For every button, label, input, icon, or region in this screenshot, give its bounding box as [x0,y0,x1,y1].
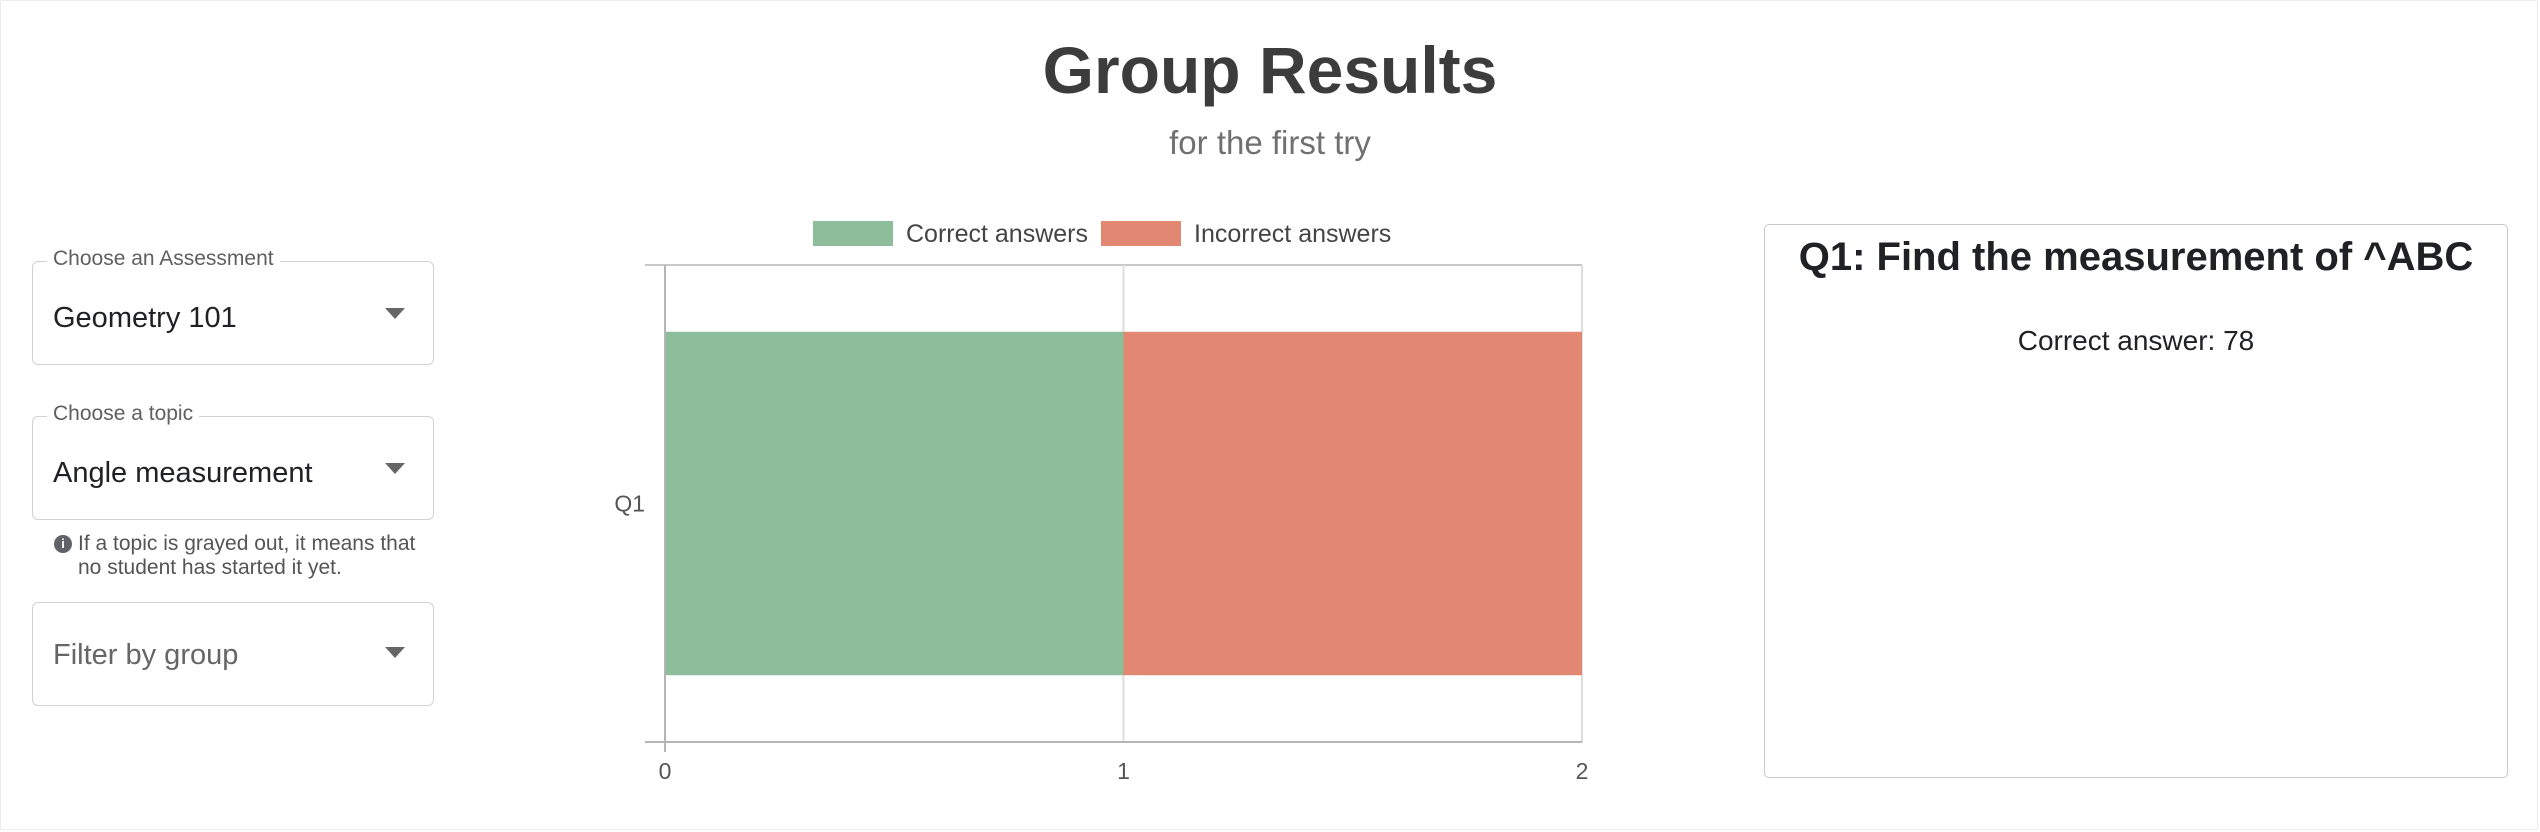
group-filter-placeholder: Filter by group [53,639,239,671]
legend-label-correct: Correct answers [906,220,1088,248]
chevron-down-icon [385,463,405,474]
chevron-down-icon [385,308,405,319]
chart-bars [665,331,1582,676]
topic-help-note: i If a topic is grayed out, it means tha… [54,532,434,580]
legend-swatch-incorrect [1101,221,1181,246]
assessment-select-value: Geometry 101 [53,302,237,334]
x-tick-label: 2 [1576,758,1589,784]
x-tick-label: 0 [659,758,672,784]
topic-select[interactable]: Choose a topic Angle measurement [32,402,434,520]
bar-q1-correct [665,331,1124,676]
page-subtitle: for the first try [1169,124,1371,161]
bar-q1-incorrect [1123,331,1582,676]
question-title: Q1: Find the measurement of ^ABC [1798,235,2474,279]
legend-swatch-correct [813,221,893,246]
chart-legend: Correct answers Incorrect answers [813,220,1391,248]
legend-label-incorrect: Incorrect answers [1194,220,1391,248]
group-filter-select[interactable]: Filter by group [32,602,434,706]
results-chart: Correct answers Incorrect answers Q1 0 1 2 [614,220,1588,785]
topic-select-value: Angle measurement [53,457,313,489]
topic-select-label: Choose a topic [47,402,200,426]
y-tick-label: Q1 [614,491,645,517]
topic-help-text: If a topic is grayed out, it means that … [78,532,416,579]
chart-axes [645,265,1582,752]
correct-answer-text: Correct answer: 78 [2017,325,2255,356]
assessment-select[interactable]: Choose an Assessment Geometry 101 [32,247,434,365]
assessment-select-label: Choose an Assessment [47,247,280,271]
info-icon: i [54,535,72,553]
x-tick-label: 1 [1117,758,1130,784]
chevron-down-icon [385,647,405,658]
chart-ticks: Q1 0 1 2 [614,491,1588,785]
question-panel: Q1: Find the measurement of ^ABC Correct… [1764,224,2508,778]
page-title: Group Results [1042,33,1498,107]
